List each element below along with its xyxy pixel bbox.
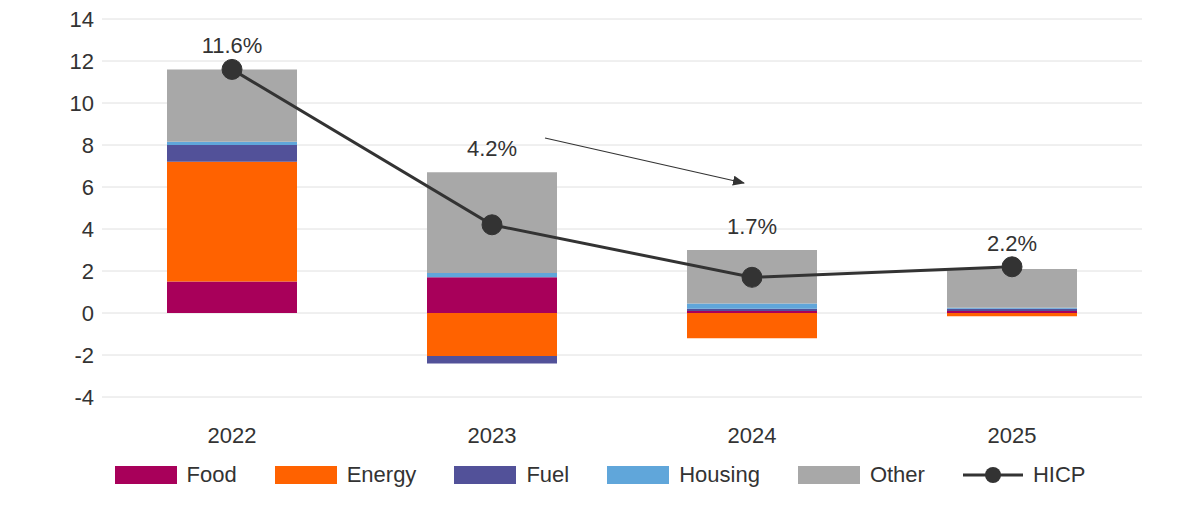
svg-text:11.6%: 11.6% [202,33,263,58]
html-text:HICP: HICP [1032,462,1086,487]
svg-text:4.2%: 4.2% [467,136,517,161]
svg-text:14: 14 [70,7,94,32]
svg-text:12: 12 [70,49,94,74]
html-text:Fuel: Fuel [526,462,570,487]
html-text:Energy: Energy [346,462,417,487]
svg-text:-2: -2 [74,343,94,368]
svg-text:2.2%: 2.2% [987,231,1037,256]
svg-text:6: 6 [82,175,94,200]
svg-text:2024: 2024 [728,423,777,448]
svg-text:-4: -4 [74,385,94,410]
svg-text:10: 10 [70,91,94,116]
svg-text:4: 4 [82,217,94,242]
svg-text:8: 8 [82,133,94,158]
html-text:Housing: Housing [679,462,760,487]
html-text:Food: Food [186,462,237,487]
svg-text:2025: 2025 [988,423,1037,448]
svg-text:2022: 2022 [208,423,257,448]
svg-text:2: 2 [82,259,94,284]
svg-text:0: 0 [82,301,94,326]
html-text:Other: Other [869,462,925,487]
svg-text:1.7%: 1.7% [727,214,777,239]
svg-text:2023: 2023 [468,423,517,448]
